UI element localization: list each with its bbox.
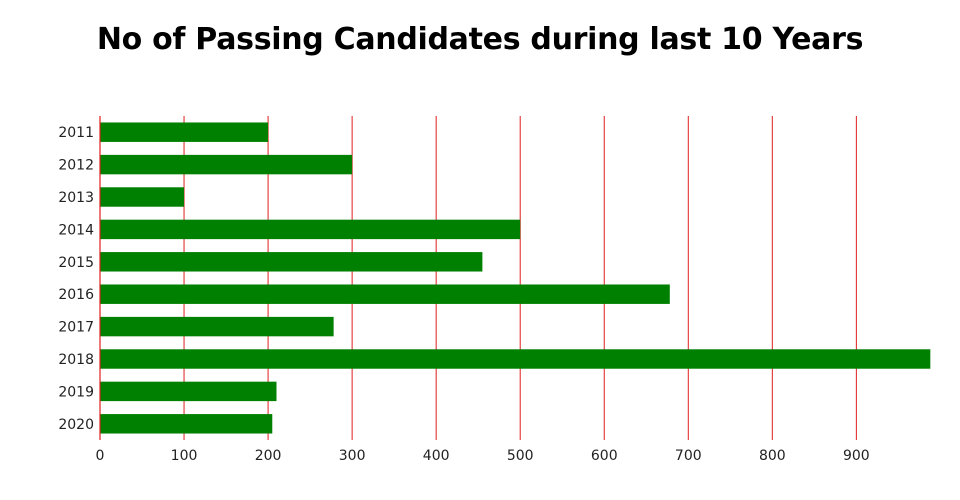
x-tick-label-400: 400 xyxy=(423,448,450,464)
y-tick-label-2019: 2019 xyxy=(58,384,94,400)
bar-2013 xyxy=(100,187,185,207)
x-tick-label-200: 200 xyxy=(255,448,282,464)
bar-2016 xyxy=(100,284,670,304)
y-tick-label-2015: 2015 xyxy=(58,255,94,271)
bar-2015 xyxy=(100,252,483,272)
bar-2014 xyxy=(100,219,521,240)
y-tick-label-2016: 2016 xyxy=(58,287,94,303)
y-tick-label-2014: 2014 xyxy=(58,222,94,238)
bar-2020 xyxy=(100,414,273,434)
bar-2018 xyxy=(100,349,931,369)
x-tick-label-700: 700 xyxy=(675,448,702,464)
bar-2011 xyxy=(100,122,269,142)
x-tick-label-900: 900 xyxy=(843,448,870,464)
y-tick-label-2011: 2011 xyxy=(58,125,94,141)
x-tick-label-300: 300 xyxy=(339,448,366,464)
x-tick-label-800: 800 xyxy=(759,448,786,464)
bar-2017 xyxy=(100,316,334,337)
y-tick-label-2018: 2018 xyxy=(58,352,94,368)
x-tick-label-0: 0 xyxy=(96,448,105,464)
y-tick-label-2013: 2013 xyxy=(58,190,94,206)
bar-2012 xyxy=(100,154,353,175)
y-tick-label-2020: 2020 xyxy=(58,417,94,433)
x-tick-label-500: 500 xyxy=(507,448,534,464)
x-tick-label-100: 100 xyxy=(171,448,198,464)
y-tick-label-2017: 2017 xyxy=(58,320,94,336)
chart-title: No of Passing Candidates during last 10 … xyxy=(96,22,864,57)
bar-2019 xyxy=(100,381,277,402)
x-tick-label-600: 600 xyxy=(591,448,618,464)
y-tick-label-2012: 2012 xyxy=(58,158,94,174)
